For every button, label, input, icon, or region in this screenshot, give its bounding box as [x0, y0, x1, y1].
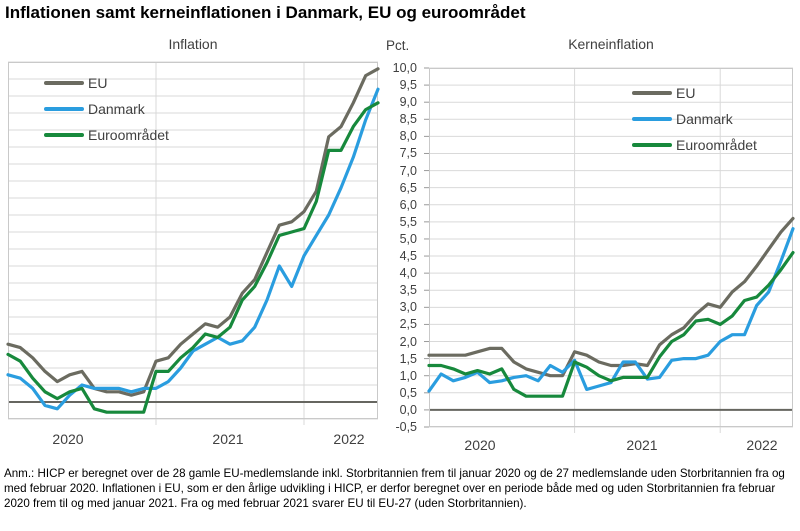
- legend-label: Euroområdet: [676, 137, 757, 153]
- legend-item-eu: EU: [632, 80, 757, 106]
- y-axis-tick-label: 8,0: [399, 129, 417, 144]
- y-axis-tick-label: 3,5: [399, 283, 417, 298]
- y-axis-tick-label: 4,0: [399, 266, 417, 281]
- y-axis-tick-label: 3,0: [399, 300, 417, 315]
- y-axis-tick-labels: 10,0 9,5 9,0 8,5 8,0 7,5 7,0 6,5 6,0 5,5 5,0 4,5 4,0…: [374, 0, 420, 531]
- core-inflation-chart-legend: EU Danmark Euroområdet: [632, 80, 757, 158]
- legend-label: Euroområdet: [88, 127, 169, 143]
- legend-item-euroområdet: Euroområdet: [632, 132, 757, 158]
- series-line-euroområdet: [427, 251, 795, 398]
- series-line-eu: [427, 216, 795, 378]
- legend-item-danmark: Danmark: [632, 106, 757, 132]
- plot-border: [429, 68, 793, 427]
- x-axis-year-label: 2020: [52, 431, 84, 447]
- y-axis-tick-label: -0,5: [395, 420, 417, 434]
- x-axis-year-label: 2021: [212, 431, 244, 447]
- core-inflation-chart-title: Kerneinflation: [568, 36, 654, 52]
- inflation-chart-legend: EU Danmark Euroområdet: [44, 70, 169, 148]
- legend-item-eu: EU: [44, 70, 169, 96]
- legend-line-swatch: [44, 107, 84, 111]
- core-inflation-chart-svg: [424, 67, 795, 433]
- series-line-danmark: [6, 87, 380, 411]
- x-axis-year-label: 2020: [464, 437, 496, 453]
- y-axis-tick-label: 1,5: [399, 351, 417, 366]
- y-axis-tick-label: 6,0: [399, 197, 417, 212]
- inflation-chart-svg: [6, 61, 380, 425]
- legend-line-swatch: [632, 91, 672, 95]
- series-line-eu: [6, 67, 380, 397]
- y-axis-tick-label: 8,5: [399, 112, 417, 127]
- y-axis-unit-label: Pct.: [386, 38, 410, 53]
- y-axis-tick-label: 2,5: [399, 317, 417, 332]
- y-axis-tick-label: 10,0: [392, 61, 417, 75]
- inflation-chart-plot: EU Danmark Euroområdet 2020 2021 2022: [6, 61, 380, 447]
- x-axis-year-label: 2022: [333, 431, 365, 447]
- x-axis-year-label: 2022: [746, 437, 778, 453]
- y-axis-tick-label: 9,0: [399, 95, 417, 110]
- figure-title: Inflationen samt kerneinflationen i Danm…: [5, 3, 526, 22]
- y-axis-tick-label: 5,5: [399, 214, 417, 229]
- y-axis-tick-label: 1,0: [399, 368, 417, 383]
- series-line-danmark: [427, 227, 795, 393]
- y-axis-tick-label: 7,5: [399, 146, 417, 161]
- core-inflation-chart-plot: EU Danmark Euroområdet 2020 2021 2022: [424, 67, 795, 453]
- y-axis-tick-label: 4,5: [399, 249, 417, 264]
- y-axis-tick-label: 7,0: [399, 163, 417, 178]
- series-line-euroområdet: [6, 101, 380, 414]
- legend-label: Danmark: [88, 101, 145, 117]
- x-axis-year-label: 2021: [626, 437, 658, 453]
- y-axis-tick-label: 5,0: [399, 231, 417, 246]
- legend-item-euroområdet: Euroområdet: [44, 122, 169, 148]
- legend-label: EU: [676, 85, 696, 101]
- inflation-chart-title: Inflation: [168, 36, 218, 52]
- y-axis-tick-label: 9,5: [399, 78, 417, 93]
- legend-line-swatch: [632, 143, 672, 147]
- y-axis-tick-label: 0,0: [399, 402, 417, 417]
- legend-label: Danmark: [676, 111, 733, 127]
- y-axis-tick-label: 2,0: [399, 334, 417, 349]
- legend-label: EU: [88, 75, 108, 91]
- legend-line-swatch: [632, 117, 672, 121]
- plot-border: [8, 62, 378, 419]
- legend-item-danmark: Danmark: [44, 96, 169, 122]
- footnote: Anm.: HICP er beregnet over de 28 gamle …: [4, 467, 785, 511]
- legend-line-swatch: [44, 81, 84, 85]
- y-axis-tick-label: 6,5: [399, 180, 417, 195]
- y-axis-tick-label: 0,5: [399, 385, 417, 400]
- legend-line-swatch: [44, 133, 84, 137]
